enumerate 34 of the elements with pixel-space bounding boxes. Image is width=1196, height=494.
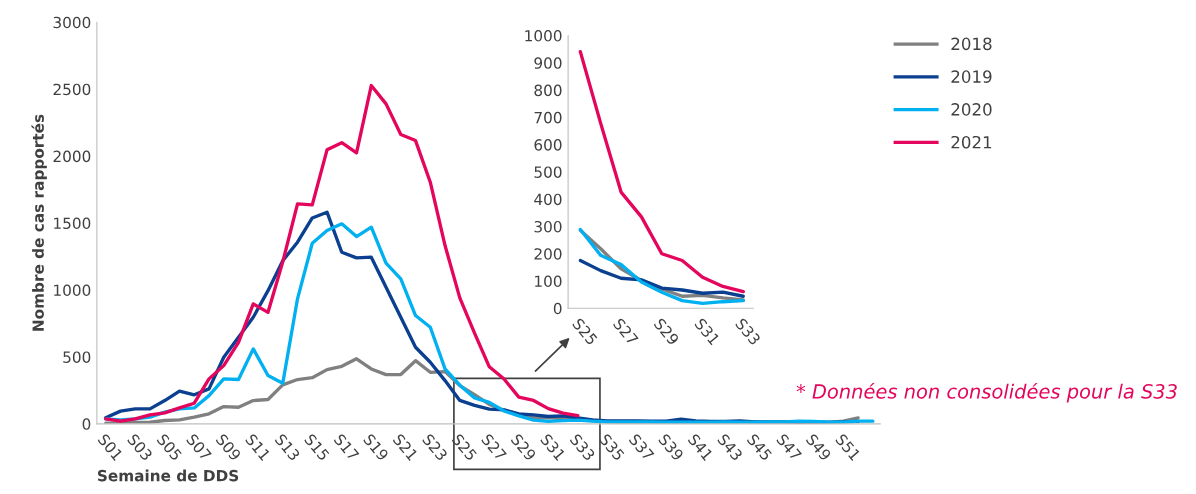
legend-label: 2021 <box>951 135 992 149</box>
y-tick-label: 500 <box>534 166 562 178</box>
y-tick-label: 100 <box>535 275 562 288</box>
y-tick-label: 900 <box>534 57 562 69</box>
x-tick-label: S17 <box>333 433 360 462</box>
y-tick-label: 1000 <box>54 284 91 296</box>
x-axis-title: Semaine de DDS <box>97 469 239 482</box>
y-axis-title: Nombre de cas rapportés <box>31 114 47 331</box>
y-tick-label: 3000 <box>53 16 91 29</box>
y-tick-label: 2500 <box>53 83 91 96</box>
x-tick-label: S47 <box>775 433 803 462</box>
y-tick-label: 2000 <box>53 150 91 163</box>
y-tick-label: 0 <box>553 302 562 315</box>
x-tick-label: S25 <box>571 317 598 346</box>
y-tick-label: 600 <box>534 139 562 151</box>
y-tick-label: 700 <box>534 111 562 124</box>
y-tick-label: 0 <box>82 418 91 430</box>
y-tick-label: 1000 <box>525 30 562 42</box>
legend-label: 2020 <box>951 103 992 116</box>
y-tick-label: 800 <box>534 84 562 97</box>
y-tick-label: 500 <box>63 351 91 363</box>
y-tick-label: 400 <box>534 193 562 206</box>
legend-label: 2018 <box>951 37 992 51</box>
x-tick-label: S27 <box>612 317 639 346</box>
y-tick-label: 200 <box>534 248 562 260</box>
x-tick-label: S27 <box>480 433 507 462</box>
line-series <box>578 49 745 294</box>
annotation: * Données non consolidées pour la S33 <box>796 382 1177 403</box>
y-tick-label: 1500 <box>54 217 91 230</box>
y-tick-label: 300 <box>534 220 562 233</box>
x-tick-label: S37 <box>628 433 655 462</box>
line-series <box>578 258 745 298</box>
x-tick-label: S07 <box>185 433 212 462</box>
legend-label: 2019 <box>951 70 992 83</box>
